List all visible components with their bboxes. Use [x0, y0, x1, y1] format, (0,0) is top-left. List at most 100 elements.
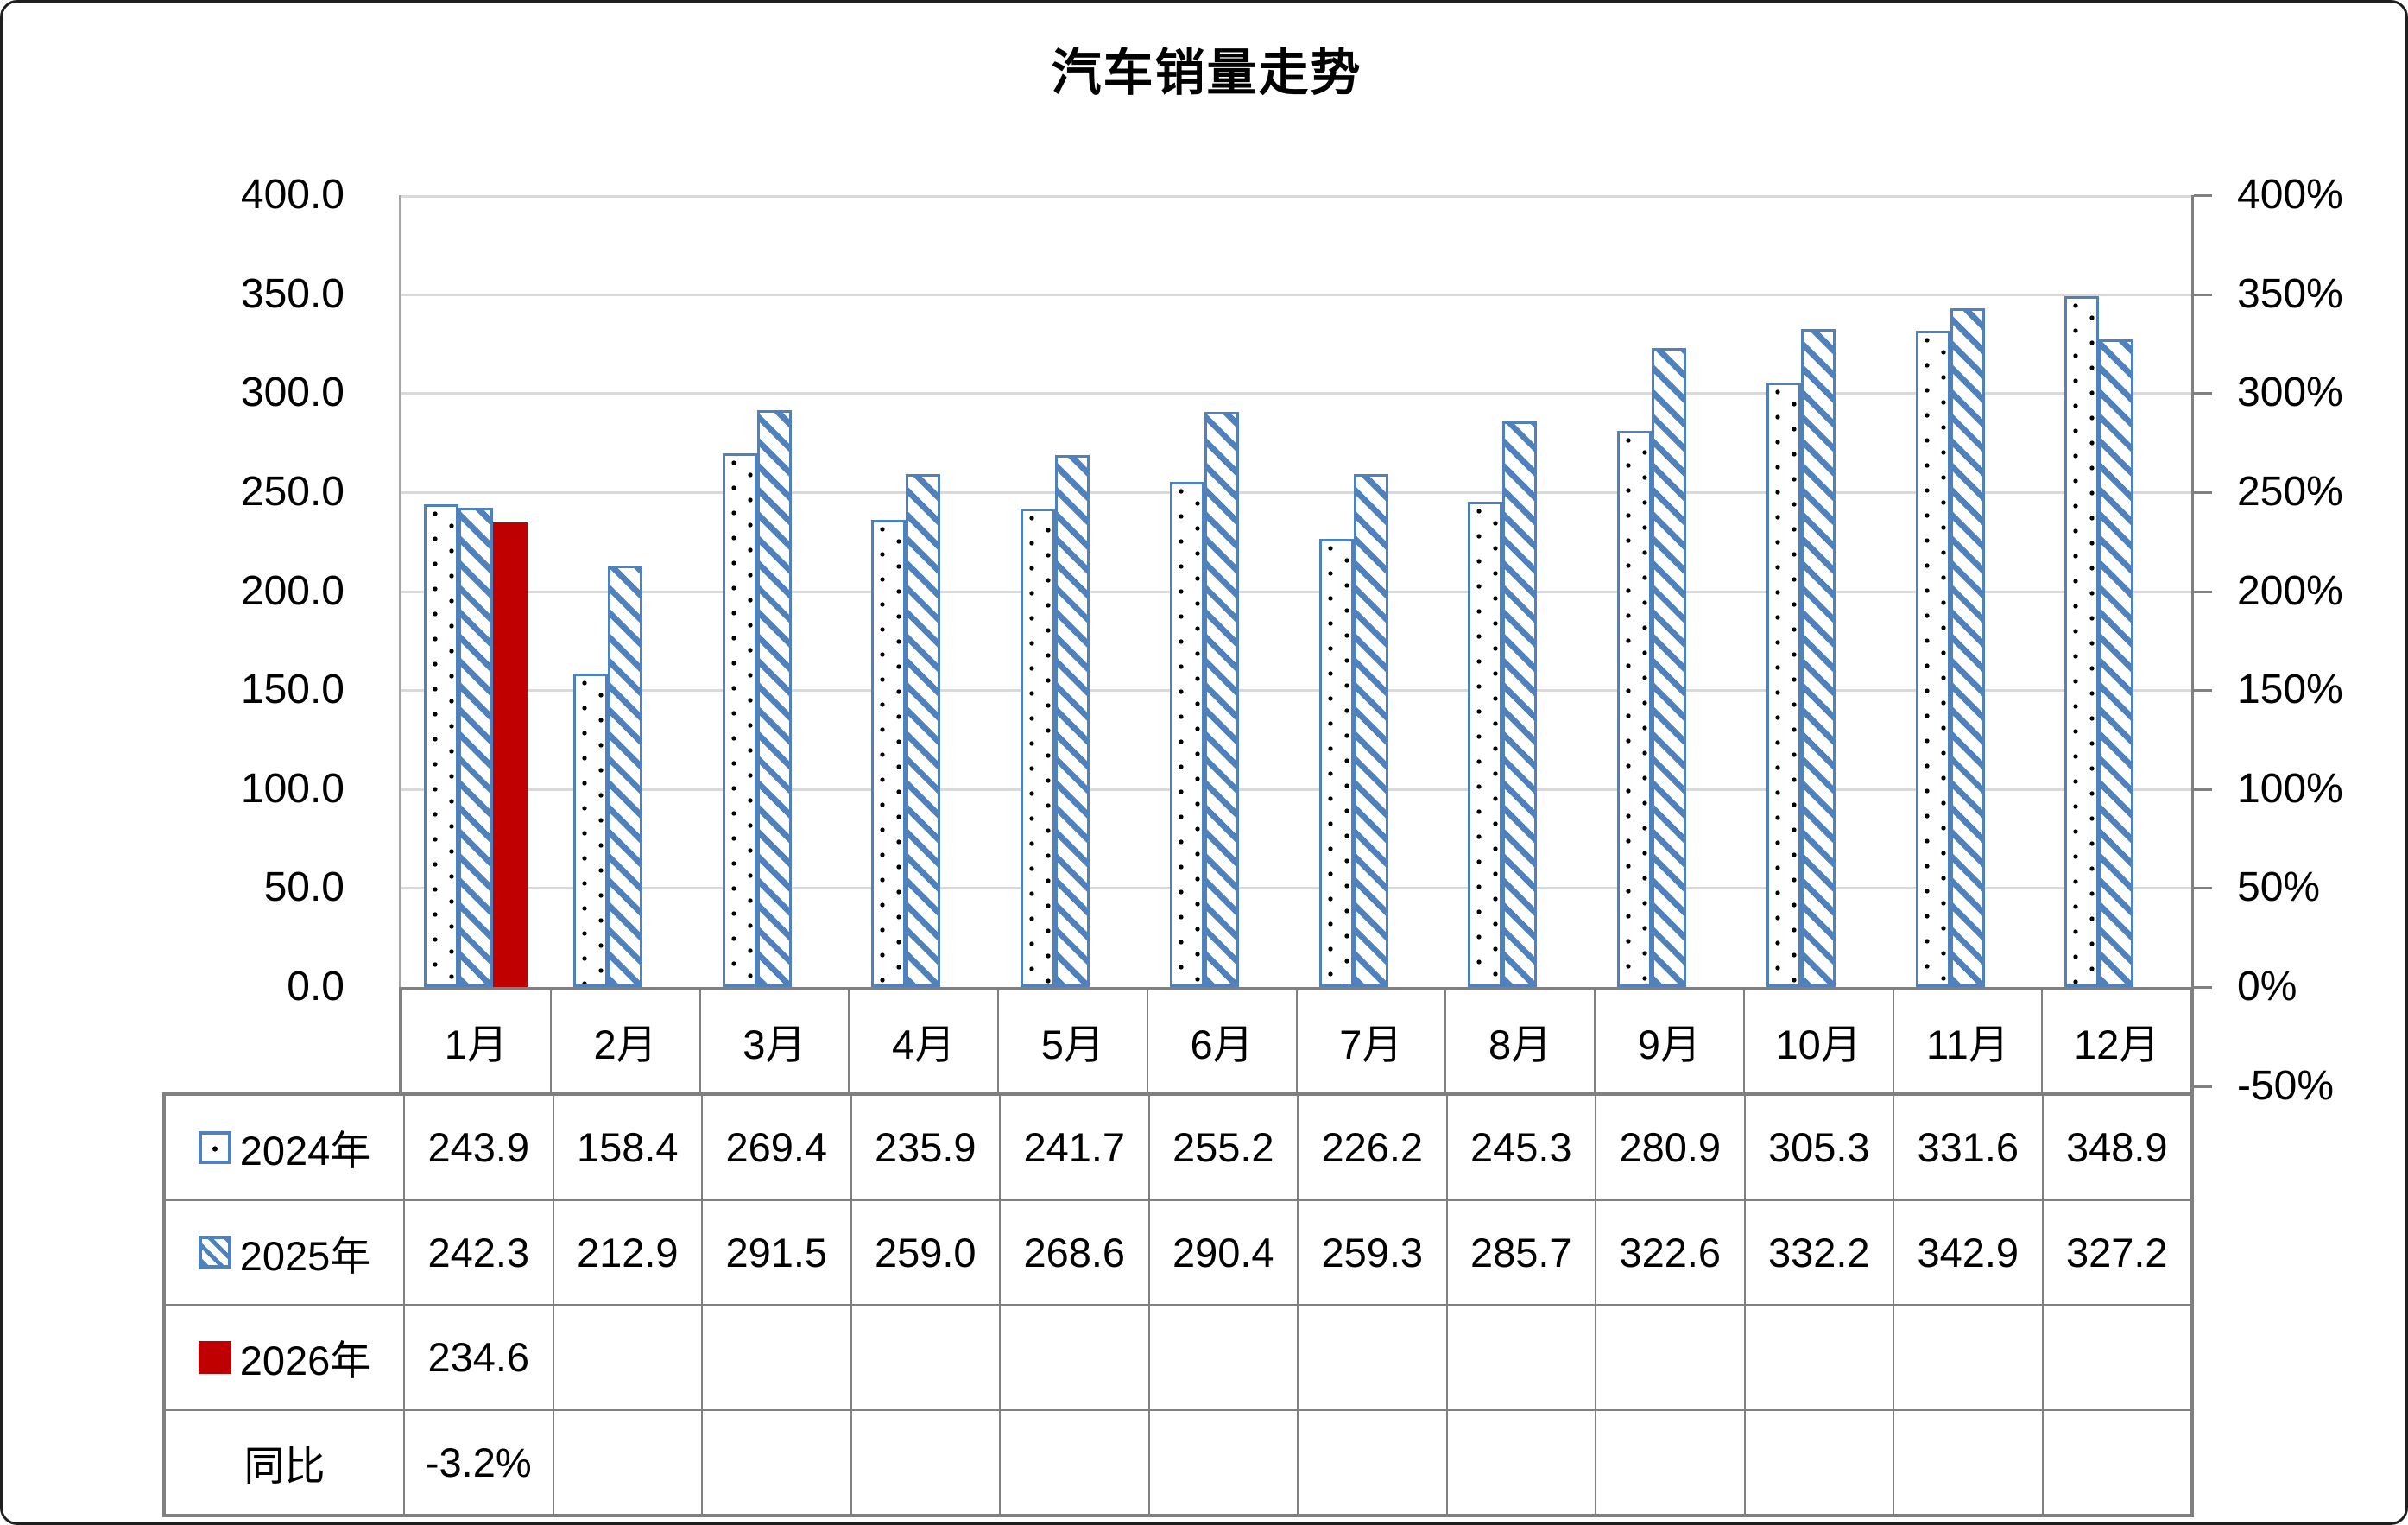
value-cell — [1446, 1409, 1596, 1515]
value-cell: 226.2 — [1298, 1095, 1447, 1200]
value-cell: 259.3 — [1298, 1199, 1447, 1305]
right-axis-tick-label: 300% — [2237, 370, 2343, 416]
data-table: 2024年 243.9 158.4 269.4 235.9 241.7 255.2 226.2… — [162, 1092, 2194, 1517]
legend-key-solid-red-icon — [198, 1340, 231, 1374]
value-cell: 268.6 — [1000, 1199, 1149, 1305]
month-cell-1: 1月 — [401, 990, 551, 1092]
value-cell: 291.5 — [702, 1199, 851, 1305]
row-label: 同比 — [243, 1442, 325, 1489]
legend-key-diagonal-icon — [198, 1236, 231, 1269]
bar-2024年-7月 — [1318, 539, 1354, 987]
left-axis-tick-label: 350.0 — [240, 270, 344, 317]
bar-2024年-11月 — [1915, 330, 1950, 987]
bar-2025年-8月 — [1502, 421, 1538, 987]
left-axis-tick-label: 150.0 — [240, 667, 344, 713]
legend-key-dots-icon — [198, 1130, 231, 1164]
gridline — [401, 689, 2191, 693]
right-axis-tick-mark — [2194, 590, 2212, 593]
month-cell-12: 12月 — [2042, 990, 2191, 1092]
value-cell — [1148, 1305, 1298, 1410]
gridline — [401, 887, 2191, 890]
value-cell — [553, 1409, 702, 1515]
value-cell — [1000, 1305, 1149, 1410]
right-axis-tick-mark — [2194, 194, 2212, 197]
value-cell: 245.3 — [1446, 1095, 1596, 1200]
right-axis-tick-mark — [2194, 986, 2212, 989]
gridline — [401, 590, 2191, 593]
value-cell — [1446, 1305, 1596, 1410]
bar-2024年-2月 — [572, 673, 608, 987]
right-axis-tick-mark — [2194, 788, 2212, 791]
month-cell-10: 10月 — [1743, 990, 1893, 1092]
value-cell: -3.2% — [404, 1409, 553, 1515]
bar-2025年-2月 — [607, 565, 642, 987]
gridline — [401, 293, 2191, 296]
bar-2025年-3月 — [756, 409, 792, 987]
right-axis-tick-label: 200% — [2237, 567, 2343, 614]
bar-2025年-10月 — [1800, 329, 1836, 987]
right-axis-tick-mark — [2194, 1085, 2212, 1088]
bar-2025年-7月 — [1353, 473, 1388, 987]
gridline — [401, 392, 2191, 395]
value-cell — [1596, 1409, 1745, 1515]
value-cell: 234.6 — [404, 1305, 553, 1410]
value-cell: 285.7 — [1446, 1199, 1596, 1305]
right-axis-tick-mark — [2194, 490, 2212, 494]
value-cell: 158.4 — [553, 1095, 702, 1200]
bar-2025年-9月 — [1652, 348, 1686, 987]
right-axis-tick-label: 250% — [2237, 468, 2343, 515]
value-cell — [2042, 1305, 2191, 1410]
bar-2024年-3月 — [722, 453, 757, 987]
month-cell-2: 2月 — [550, 990, 700, 1092]
value-cell: 243.9 — [404, 1095, 553, 1200]
value-cell: 255.2 — [1148, 1095, 1298, 1200]
left-axis-tick-label: 50.0 — [263, 864, 344, 911]
value-cell: 212.9 — [553, 1199, 702, 1305]
right-axis-tick-label: 400% — [2237, 172, 2343, 218]
value-cell — [1596, 1305, 1745, 1410]
right-axis-tick-label: -50% — [2237, 1062, 2335, 1109]
row-label: 2025年 — [239, 1232, 371, 1279]
left-axis-tick-label: 400.0 — [240, 172, 344, 218]
row-label: 2026年 — [239, 1338, 371, 1384]
value-cell: 342.9 — [1893, 1199, 2043, 1305]
bar-2025年-1月 — [458, 507, 493, 987]
value-cell — [1893, 1409, 2043, 1515]
row-header-2026年: 2026年 — [165, 1305, 404, 1410]
value-cell — [1148, 1409, 1298, 1515]
value-cell: 242.3 — [404, 1199, 553, 1305]
bar-2025年-11月 — [1950, 307, 1985, 987]
value-cell — [850, 1409, 1000, 1515]
value-cell — [1744, 1409, 1893, 1515]
value-cell: 235.9 — [850, 1095, 1000, 1200]
value-cell: 269.4 — [702, 1095, 851, 1200]
month-cell-6: 6月 — [1147, 990, 1297, 1092]
bar-2024年-10月 — [1766, 383, 1801, 987]
right-axis-tick-label: 100% — [2237, 765, 2343, 812]
bar-2024年-9月 — [1617, 431, 1652, 987]
right-axis-tick-mark — [2194, 392, 2212, 395]
chart-title: 汽车销量走势 — [1051, 45, 1362, 101]
left-axis-tick-label: 300.0 — [240, 370, 344, 416]
value-cell: 327.2 — [2042, 1199, 2191, 1305]
bar-2025年-12月 — [2099, 339, 2134, 987]
value-cell — [1893, 1305, 2043, 1410]
left-axis-tick-label: 200.0 — [240, 567, 344, 614]
bar-2025年-5月 — [1055, 455, 1090, 987]
right-axis-tick-label: 350% — [2237, 270, 2343, 317]
month-cell-8: 8月 — [1445, 990, 1595, 1092]
value-cell: 280.9 — [1596, 1095, 1745, 1200]
left-axis-tick-label: 250.0 — [240, 468, 344, 515]
value-cell — [1744, 1305, 1893, 1410]
month-header-row: 1月 2月 3月 4月 5月 6月 7月 8月 9月 10月 11月 12月 — [399, 987, 2194, 1092]
month-cell-4: 4月 — [849, 990, 998, 1092]
row-header-同比: 同比 — [165, 1409, 404, 1515]
value-cell — [702, 1305, 851, 1410]
value-cell — [1298, 1305, 1447, 1410]
right-axis-tick-mark — [2194, 293, 2212, 296]
month-cell-7: 7月 — [1296, 990, 1446, 1092]
bar-2024年-12月 — [2064, 296, 2100, 987]
value-cell: 322.6 — [1596, 1199, 1745, 1305]
right-axis-tick-mark — [2194, 887, 2212, 890]
